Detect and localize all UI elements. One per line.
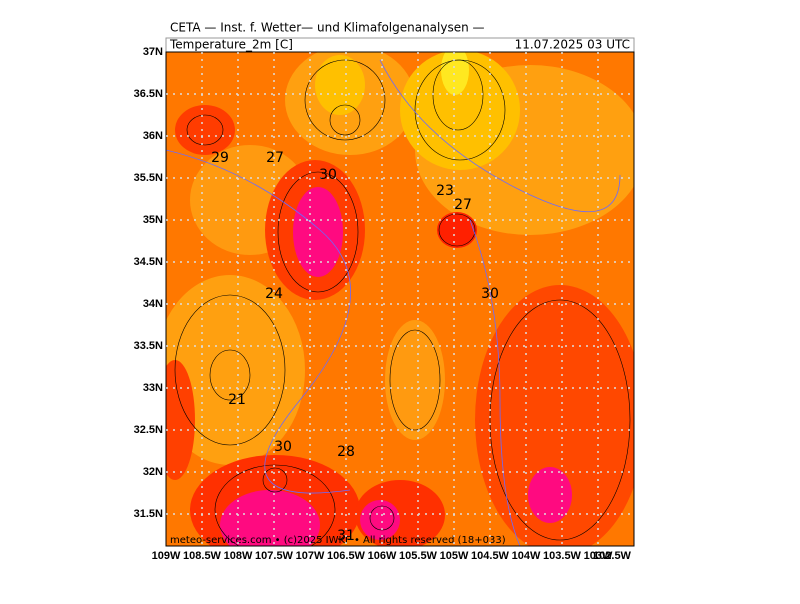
lon-label: 107W	[296, 550, 325, 562]
lon-label: 105W	[440, 550, 469, 562]
lat-label: 36.5N	[134, 88, 163, 100]
contour-label: 30	[274, 439, 292, 455]
lon-label: 105.5W	[399, 550, 438, 562]
lat-label: 32N	[143, 466, 163, 478]
lon-label: 104.5W	[471, 550, 510, 562]
lat-label: 31.5N	[134, 508, 163, 520]
contour-label: 27	[266, 150, 284, 166]
field-name: Temperature_2m [C]	[169, 38, 293, 52]
lon-label: 102.5W	[593, 550, 632, 562]
lon-label: 106.5W	[327, 550, 366, 562]
lon-label: 109W	[152, 550, 181, 562]
map-frame	[165, 51, 635, 547]
valid-time: 11.07.2025 03 UTC	[515, 38, 630, 52]
lat-label: 37N	[143, 46, 163, 58]
lat-label: 35.5N	[134, 172, 163, 184]
contour-label: 21	[228, 392, 246, 408]
lon-label: 108.5W	[183, 550, 222, 562]
lon-label: 103W	[584, 550, 613, 562]
lat-label: 33N	[143, 382, 163, 394]
contour-label: 27	[454, 197, 472, 213]
lon-label: 106W	[368, 550, 397, 562]
lon-label: 108W	[224, 550, 253, 562]
lon-label: 107.5W	[255, 550, 294, 562]
footer: meteo-services.com • (c)2025 IWKF • All …	[170, 535, 506, 546]
contour-label: 23	[436, 183, 454, 199]
lat-label: 35N	[143, 214, 163, 226]
contour-label: 28	[337, 444, 355, 460]
lon-label: 103.5W	[543, 550, 582, 562]
temperature-field	[166, 52, 634, 546]
contour-label: 31	[337, 528, 355, 544]
lon-label: 104W	[512, 550, 541, 562]
contour-label: 24	[265, 286, 283, 302]
contour-label: 29	[211, 150, 229, 166]
contour-label: 30	[319, 167, 337, 183]
lat-label: 32.5N	[134, 424, 163, 436]
title: CETA — Inst. f. Wetter— und Klimafolgena…	[170, 21, 485, 35]
lat-label: 34.5N	[134, 256, 163, 268]
lat-label: 36N	[143, 130, 163, 142]
contour-label: 30	[481, 286, 499, 302]
lat-label: 33.5N	[134, 340, 163, 352]
lat-label: 34N	[143, 298, 163, 310]
